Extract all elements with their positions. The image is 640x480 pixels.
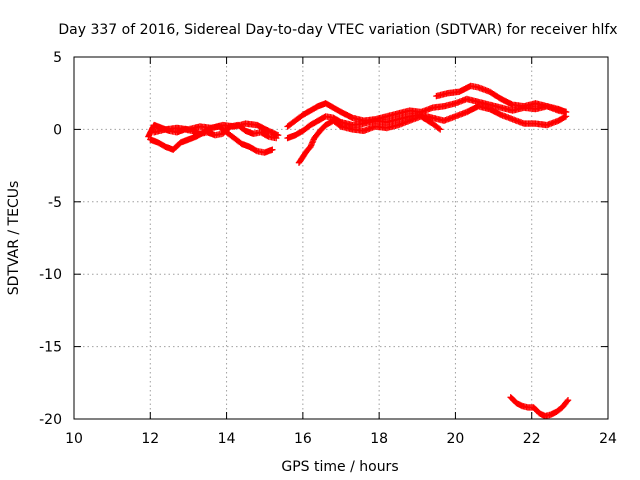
series-markers <box>507 394 572 420</box>
series-arc-g <box>433 82 570 116</box>
x-tick-label: 22 <box>523 431 541 447</box>
x-axis-label: GPS time / hours <box>281 459 398 475</box>
series-arc-c <box>150 120 282 139</box>
series-markers <box>284 103 570 142</box>
x-tick-label: 20 <box>447 431 465 447</box>
y-tick-label: 0 <box>53 122 62 138</box>
y-tick-label: 5 <box>53 50 62 66</box>
x-tick-label: 18 <box>370 431 388 447</box>
y-axis-label: SDTVAR / TECUs <box>6 181 22 296</box>
tick-labels: 10 12 14 16 18 20 22 24 5 0 -5 -10 -15 -20 <box>39 50 617 447</box>
series-arc-e <box>284 103 570 142</box>
series-markers <box>150 120 282 139</box>
y-tick-label: -10 <box>39 267 62 283</box>
series-arc-f <box>295 113 444 166</box>
series-arc-h <box>507 394 572 420</box>
x-tick-label: 16 <box>294 431 312 447</box>
y-tick-label: -20 <box>39 412 62 428</box>
y-tick-label: -15 <box>39 340 62 356</box>
series-markers <box>295 113 444 166</box>
x-tick-label: 12 <box>141 431 159 447</box>
x-tick-label: 14 <box>218 431 236 447</box>
axis-ticks <box>73 56 609 420</box>
data-points <box>145 82 572 420</box>
series-markers <box>433 82 570 116</box>
chart-title: Day 337 of 2016, Sidereal Day-to-day VTE… <box>58 22 617 38</box>
x-tick-label: 24 <box>599 431 617 447</box>
x-tick-label: 10 <box>65 431 83 447</box>
plot-frame <box>73 56 609 420</box>
y-tick-label: -5 <box>48 195 62 211</box>
